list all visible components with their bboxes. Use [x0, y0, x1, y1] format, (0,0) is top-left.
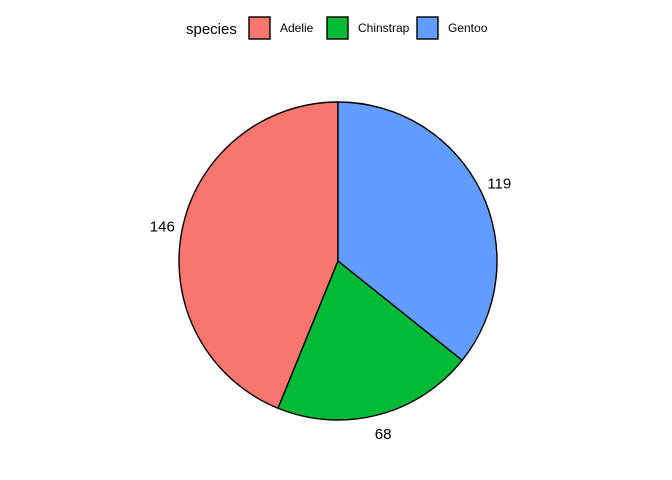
slice-label-gentoo: 119: [487, 175, 511, 192]
legend-key-adelie: [248, 16, 271, 40]
pie-slice-gentoo: [337, 101, 498, 361]
legend-key-gentoo: [416, 16, 439, 40]
pie-slice-adelie: [178, 101, 339, 409]
pie-slices: [178, 101, 498, 421]
slice-label-chinstrap: 68: [375, 426, 392, 443]
legend-key-chinstrap: [326, 16, 349, 40]
legend-label-chinstrap: Chinstrap: [358, 21, 410, 35]
legend-label-gentoo: Gentoo: [448, 21, 488, 35]
legend: species Adelie Chinstrap Gentoo: [186, 16, 488, 40]
legend-label-adelie: Adelie: [280, 21, 314, 35]
slice-labels: 146 68 119: [150, 175, 511, 443]
legend-title: species: [186, 21, 237, 38]
pie-slice-chinstrap: [277, 260, 463, 421]
slice-label-adelie: 146: [150, 219, 175, 236]
